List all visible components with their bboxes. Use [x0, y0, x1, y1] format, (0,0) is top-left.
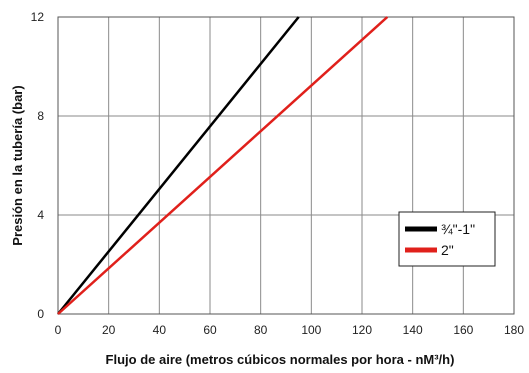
legend-box [398, 211, 496, 267]
legend-label-series-2: 2" [441, 242, 454, 258]
x-tick-label: 100 [301, 323, 321, 337]
y-tick-label: 4 [37, 208, 44, 222]
legend-label-series-1: ¾"-1" [441, 221, 475, 237]
y-tick-label: 0 [37, 307, 44, 321]
x-tick-label: 160 [453, 323, 473, 337]
x-tick-label: 40 [153, 323, 167, 337]
series-line-1 [57, 16, 300, 315]
x-tick-label: 120 [352, 323, 372, 337]
plot-frame [57, 16, 515, 315]
x-axis-title: Flujo de aire (metros cúbicos normales p… [106, 352, 455, 367]
grid [57, 16, 515, 315]
x-axis-ticks: 0 20 40 60 80 100 120 140 160 180 [55, 323, 525, 337]
x-tick-label: 140 [403, 323, 423, 337]
series [57, 16, 389, 315]
series-line-2 [57, 16, 389, 315]
y-tick-label: 8 [37, 109, 44, 123]
x-tick-label: 80 [254, 323, 268, 337]
y-axis-ticks: 0 4 8 12 [31, 10, 45, 321]
x-tick-label: 60 [203, 323, 217, 337]
y-axis-title: Presión en la tubería (bar) [10, 85, 25, 245]
legend: ¾"-1" 2" [398, 211, 496, 267]
x-tick-label: 180 [504, 323, 524, 337]
x-tick-label: 20 [102, 323, 116, 337]
y-tick-label: 12 [31, 10, 45, 24]
x-tick-label: 0 [55, 323, 62, 337]
